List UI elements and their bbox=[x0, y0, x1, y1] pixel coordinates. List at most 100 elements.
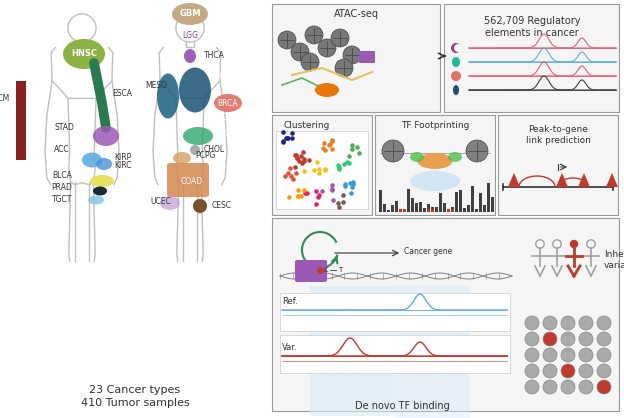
Circle shape bbox=[543, 332, 557, 346]
Text: TF Footprinting: TF Footprinting bbox=[401, 120, 469, 130]
Point bbox=[282, 135, 292, 141]
Ellipse shape bbox=[96, 158, 112, 170]
Point bbox=[319, 167, 329, 174]
Circle shape bbox=[305, 26, 323, 44]
Point bbox=[278, 139, 288, 145]
Bar bbox=[482, 205, 485, 212]
Bar bbox=[459, 190, 462, 212]
Bar bbox=[394, 201, 397, 212]
Circle shape bbox=[301, 53, 319, 71]
Point bbox=[324, 141, 334, 148]
Circle shape bbox=[597, 332, 611, 346]
Point bbox=[313, 194, 323, 201]
Point bbox=[288, 176, 298, 183]
Point bbox=[311, 200, 321, 207]
Point bbox=[348, 178, 358, 185]
Bar bbox=[422, 208, 426, 212]
Point bbox=[334, 164, 344, 171]
Point bbox=[291, 170, 301, 176]
Point bbox=[346, 189, 356, 196]
Circle shape bbox=[451, 71, 461, 81]
Point bbox=[347, 183, 357, 190]
Point bbox=[299, 168, 309, 175]
Ellipse shape bbox=[157, 74, 179, 118]
Ellipse shape bbox=[82, 153, 102, 168]
Ellipse shape bbox=[453, 85, 459, 95]
Bar bbox=[379, 190, 381, 212]
Point bbox=[339, 180, 349, 187]
Circle shape bbox=[525, 348, 539, 362]
Text: MESO: MESO bbox=[145, 82, 167, 91]
Point bbox=[354, 150, 364, 157]
Text: PRAD: PRAD bbox=[51, 184, 72, 193]
Circle shape bbox=[525, 316, 539, 330]
Circle shape bbox=[291, 43, 309, 61]
Point bbox=[334, 166, 344, 172]
Point bbox=[321, 147, 331, 154]
Ellipse shape bbox=[179, 67, 211, 112]
Circle shape bbox=[331, 29, 349, 47]
Point bbox=[314, 192, 324, 199]
Bar bbox=[280, 293, 510, 331]
Bar bbox=[272, 4, 440, 112]
Bar bbox=[474, 209, 477, 212]
Bar bbox=[490, 197, 494, 212]
Point bbox=[327, 145, 337, 152]
Text: ESCA: ESCA bbox=[112, 89, 132, 97]
Point bbox=[328, 196, 338, 203]
Point bbox=[284, 194, 294, 201]
Text: Ref.: Ref. bbox=[282, 298, 298, 306]
Text: Inherited
variation: Inherited variation bbox=[604, 250, 624, 270]
Text: STAD: STAD bbox=[54, 123, 74, 133]
Text: De novo TF binding: De novo TF binding bbox=[354, 401, 449, 411]
Circle shape bbox=[579, 348, 593, 362]
Ellipse shape bbox=[184, 49, 196, 63]
Circle shape bbox=[561, 316, 575, 330]
Text: T: T bbox=[338, 267, 342, 273]
Bar bbox=[470, 186, 474, 212]
Circle shape bbox=[597, 348, 611, 362]
Point bbox=[320, 166, 330, 173]
Bar bbox=[391, 205, 394, 212]
Point bbox=[327, 137, 337, 143]
Text: CESC: CESC bbox=[212, 201, 232, 211]
Bar bbox=[310, 286, 390, 416]
Text: SKCM: SKCM bbox=[0, 94, 10, 103]
Circle shape bbox=[454, 44, 462, 52]
Text: LUAD: LUAD bbox=[208, 74, 228, 82]
Bar bbox=[447, 209, 449, 212]
Point bbox=[293, 187, 303, 194]
Ellipse shape bbox=[315, 83, 339, 97]
Point bbox=[312, 159, 322, 166]
Text: TGCT: TGCT bbox=[52, 196, 72, 204]
Point bbox=[286, 173, 296, 180]
Bar bbox=[454, 192, 457, 212]
Point bbox=[327, 137, 337, 144]
Bar bbox=[439, 193, 442, 212]
Point bbox=[280, 173, 290, 180]
Point bbox=[305, 157, 314, 163]
Point bbox=[298, 186, 308, 193]
Circle shape bbox=[525, 364, 539, 378]
Bar bbox=[411, 198, 414, 212]
Point bbox=[319, 140, 329, 146]
Point bbox=[278, 129, 288, 136]
Bar bbox=[406, 189, 409, 212]
Point bbox=[311, 188, 321, 194]
Polygon shape bbox=[556, 173, 568, 187]
Text: COAD: COAD bbox=[181, 176, 203, 186]
Point bbox=[286, 135, 296, 141]
Circle shape bbox=[579, 316, 593, 330]
Text: 410 Tumor samples: 410 Tumor samples bbox=[80, 398, 189, 408]
Bar bbox=[375, 115, 495, 215]
FancyBboxPatch shape bbox=[167, 163, 209, 197]
Point bbox=[283, 135, 293, 141]
Circle shape bbox=[570, 240, 578, 248]
Ellipse shape bbox=[93, 126, 119, 146]
Ellipse shape bbox=[63, 39, 105, 69]
Point bbox=[290, 164, 300, 171]
Point bbox=[293, 193, 303, 199]
Point bbox=[340, 182, 350, 189]
Ellipse shape bbox=[448, 152, 462, 162]
FancyBboxPatch shape bbox=[295, 260, 327, 282]
